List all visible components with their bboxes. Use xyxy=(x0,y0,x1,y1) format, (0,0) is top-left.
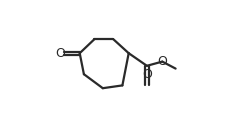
Text: O: O xyxy=(55,47,65,60)
Text: O: O xyxy=(157,55,167,68)
Text: O: O xyxy=(142,68,152,81)
